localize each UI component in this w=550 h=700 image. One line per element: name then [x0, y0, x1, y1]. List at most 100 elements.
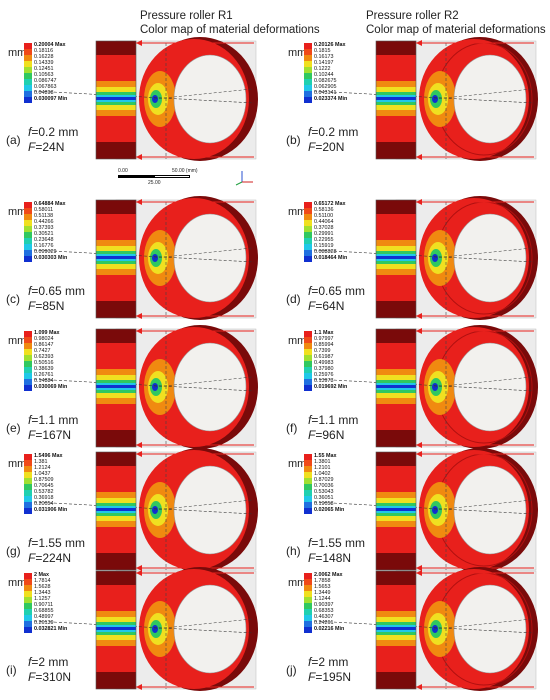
legend-label: 1.0402 [314, 471, 331, 477]
legend-label: 0.36051 [314, 495, 334, 501]
legend-label: 0.16776 [34, 243, 54, 249]
force-label: F=148N [308, 551, 352, 565]
legend-label: 0.53043 [314, 489, 334, 495]
legend-label: 0.030069 Min [34, 384, 68, 390]
legend-label: 1.0437 [34, 471, 51, 477]
legend-label: 0.10244 [314, 72, 334, 78]
legend-label: 0.68855 [34, 608, 54, 614]
legend-label: 0.20126 Max [314, 42, 346, 48]
roller-drawing [33, 196, 258, 320]
force-label: F=96N [308, 428, 345, 442]
legend-label: 0.44064 [314, 219, 334, 225]
deformation-panel: mm 1.099 Max 0.98024 0.86147 0.7427 0.62393 0.… [4, 325, 269, 453]
scale-tick-0: 0.00 [118, 168, 128, 174]
legend-colorbar [24, 573, 32, 633]
legend-label: 0.10563 [34, 72, 54, 78]
legend-label: 0.043141 [314, 90, 337, 96]
roller-drawing [33, 325, 258, 449]
legend-label: 0.030303 Min [34, 255, 68, 261]
r2-title-line1: Pressure roller R2 [366, 10, 459, 22]
roller-drawing [33, 37, 258, 161]
legend-label: 0.02216 Min [314, 626, 345, 632]
legend-label: 0.15919 [314, 243, 334, 249]
deformation-panel: mm 1.55 Max 1.3801 1.2101 1.0402 0.87029 0.700… [284, 448, 549, 576]
panel-letter: (e) [6, 421, 21, 435]
legend-unit: mm [8, 335, 27, 347]
roller-drawing [313, 325, 538, 449]
legend-unit: mm [288, 206, 307, 218]
legend-label: 0.13973 [314, 378, 334, 384]
legend-label: 0.20004 Max [34, 42, 66, 48]
axis-triad-icon [235, 171, 253, 186]
legend-label: 0.85994 [314, 342, 334, 348]
legend-label: 0.02065 Min [314, 507, 345, 513]
legend-label: 0.87509 [34, 477, 54, 483]
legend-colorbar [24, 202, 32, 262]
deflection-label: f=1.1 mm [28, 413, 79, 427]
legend-label: 1.55 Max [314, 453, 337, 459]
legend-label: 0.1222 [314, 66, 331, 72]
legend-label: 1.7814 [34, 578, 51, 584]
legend-label: 0.14339 [34, 60, 54, 66]
legend-unit: mm [8, 206, 27, 218]
legend-unit: mm [288, 458, 307, 470]
legend-colorbar [304, 573, 312, 633]
deformation-panel: mm 2 Max 1.7814 1.5628 1.3443 1.1257 0.90711 0.… [4, 567, 269, 695]
deflection-label: f=2 mm [28, 655, 69, 669]
legend-label: 0.1815 [314, 48, 331, 54]
legend-label: 0.37028 [314, 225, 334, 231]
deflection-label: f=2 mm [308, 655, 349, 669]
legend-label: 0.64884 Max [34, 201, 66, 207]
legend-label: 0.68353 [314, 608, 334, 614]
deformation-panel: mm 1.1 Max 0.97997 0.85994 0.7399 0.61987 0.49… [284, 325, 549, 453]
legend-label: 0.16173 [314, 54, 334, 60]
force-label: F=64N [308, 299, 345, 313]
legend-label: 0.70645 [34, 483, 54, 489]
legend-label: 0.26761 [34, 372, 54, 378]
legend-label: 0.38639 [34, 366, 54, 372]
legend-label: 0.086747 [34, 78, 57, 84]
legend-label: 0.90711 [34, 602, 54, 608]
force-label: F=85N [28, 299, 65, 313]
deformation-panel: mm 2.0062 Max 1.7858 1.5653 1.3449 1.1244 0.90… [284, 567, 549, 695]
r1-title-line2: Color map of material deformations [140, 24, 320, 36]
legend-label: 0.18116 [34, 48, 54, 54]
panel-letter: (a) [6, 133, 21, 147]
legend-label: 1.5628 [34, 584, 51, 590]
legend-label: 0.24261 [314, 620, 334, 626]
legend-label: 0.58136 [314, 207, 334, 213]
legend-label: 1.5653 [314, 584, 331, 590]
scale-bar: 0.00 50.00 (mm) 25.00 [118, 168, 198, 188]
deflection-label: f=0.2 mm [308, 125, 359, 139]
legend-label: 0.088828 [314, 249, 337, 255]
legend-label: 2 Max [34, 572, 49, 578]
legend-label: 0.019692 Min [314, 384, 348, 390]
legend-label: 0.12451 [34, 66, 54, 72]
legend-label: 1.7858 [314, 578, 331, 584]
scale-tick-25: 25.00 [148, 180, 161, 186]
deformation-panel: mm 0.64884 Max 0.58011 0.51138 0.44266 0.3739… [4, 196, 269, 324]
legend-label: 1.1244 [314, 596, 331, 602]
panel-letter: (j) [286, 663, 297, 677]
legend-label: 0.44266 [34, 219, 54, 225]
legend-colorbar [304, 202, 312, 262]
legend-unit: mm [288, 47, 307, 59]
r2-title: Pressure roller R2 Color map of material… [366, 9, 546, 37]
legend-label: 0.032821 Min [34, 626, 68, 632]
force-label: F=224N [28, 551, 72, 565]
legend-label: 1.1 Max [314, 330, 334, 336]
roller-drawing [33, 448, 258, 572]
legend-label: 0.50516 [34, 360, 54, 366]
deformation-panel: mm 0.20126 Max 0.1815 0.16173 0.14197 0.1222 0… [284, 37, 549, 165]
legend-label: 0.51138 [34, 213, 54, 219]
deflection-label: f=0.65 mm [28, 284, 86, 298]
legend-label: 0.7427 [34, 348, 51, 354]
deflection-label: f=1.1 mm [308, 413, 359, 427]
legend-label: 0.14884 [34, 378, 54, 384]
r1-title-line1: Pressure roller R1 [140, 10, 233, 22]
legend-label: 1.381 [34, 459, 48, 465]
r1-title: Pressure roller R1 Color map of material… [140, 9, 320, 37]
legend-label: 1.5496 Max [34, 453, 63, 459]
legend-label: 0.87029 [314, 477, 334, 483]
legend-label: 0.46307 [314, 614, 334, 620]
